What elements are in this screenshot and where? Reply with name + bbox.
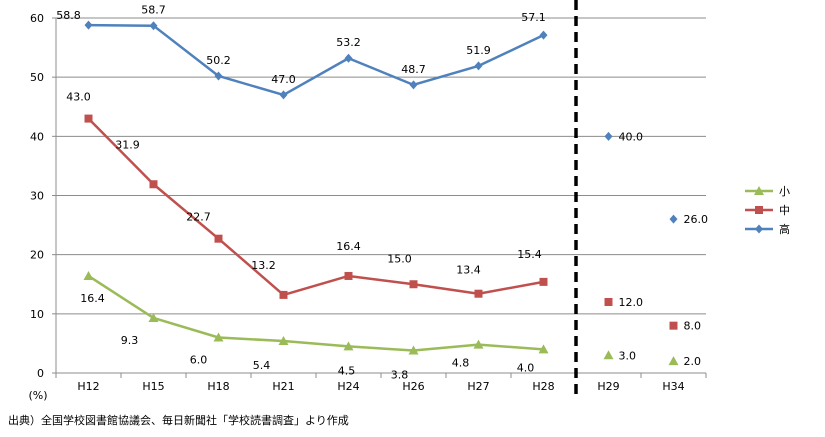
data-point (539, 277, 548, 286)
target-label: 8.0 (684, 320, 702, 333)
target-label: 2.0 (684, 355, 702, 368)
data-label: 51.9 (466, 44, 491, 57)
data-label: 43.0 (66, 91, 91, 104)
x-tick-label: H12 (77, 380, 99, 393)
y-unit-label: (%) (28, 389, 47, 402)
data-point (84, 20, 93, 30)
series-layer: 16.4 9.3 6.0 5.4 4.5 3.8 4.8 4.0 43.0 31.9 22.7 13.… (56, 4, 549, 382)
legend-label: 高 (779, 222, 790, 236)
target-point (604, 131, 613, 141)
data-point (149, 180, 158, 189)
x-tick-label: H26 (402, 380, 424, 393)
data-point (214, 71, 223, 81)
data-label: 48.7 (401, 63, 426, 76)
data-point (213, 332, 224, 342)
data-label: 58.7 (141, 4, 166, 17)
target-point (604, 298, 613, 306)
data-label: 16.4 (80, 292, 105, 305)
data-label: 16.4 (336, 240, 361, 253)
data-point (409, 280, 418, 289)
x-tick-label: H29 (597, 380, 619, 393)
data-point (408, 345, 419, 355)
series-line (88, 23, 545, 97)
data-label: 50.2 (206, 54, 231, 67)
data-point (278, 336, 289, 346)
x-tick-label: H27 (467, 380, 489, 393)
data-label: 58.8 (56, 9, 81, 22)
data-point (409, 80, 418, 90)
data-label: 4.5 (338, 364, 356, 377)
y-tick-label: 60 (30, 12, 44, 25)
data-label: 47.0 (271, 73, 296, 86)
data-label: 5.4 (253, 359, 271, 372)
legend-label: 中 (779, 204, 790, 217)
data-label: 13.2 (251, 259, 276, 272)
x-tick-label: H24 (337, 380, 359, 393)
series-line (87, 274, 544, 352)
y-tick-label: 20 (30, 249, 44, 262)
target-label: 40.0 (619, 130, 644, 143)
legend-swatch-marker (755, 224, 763, 234)
data-point (344, 53, 353, 63)
y-tick-label: 40 (30, 130, 44, 143)
data-label: 9.3 (121, 334, 139, 347)
data-point (539, 30, 548, 40)
data-point (279, 290, 288, 299)
source-note: 出典）全国学校図書館協議会、毎日新聞社「学校読書調査」より作成 (8, 414, 349, 427)
target-label: 3.0 (619, 349, 637, 362)
y-tick-label: 50 (30, 71, 44, 84)
data-label: 15.0 (387, 252, 412, 265)
data-label: 4.0 (517, 361, 535, 374)
series-line (87, 117, 544, 297)
data-point (344, 271, 353, 280)
legend-swatch-marker (754, 186, 764, 195)
data-point (538, 344, 549, 354)
data-label: 15.4 (517, 248, 542, 261)
gridlines (56, 17, 706, 315)
x-tick-label: H21 (272, 380, 294, 393)
x-tick-label: H34 (662, 380, 684, 393)
data-label: 57.1 (521, 11, 546, 24)
data-point (84, 114, 93, 123)
target-point (668, 356, 679, 366)
data-point (474, 61, 483, 71)
target-points: 40.0 26.0 12.0 8.0 3.0 2.0 (603, 130, 709, 368)
data-label: 6.0 (190, 354, 208, 367)
target-point (669, 214, 678, 224)
target-label: 12.0 (619, 296, 644, 309)
data-label: 22.7 (186, 211, 211, 224)
legend-label: 小 (779, 185, 790, 198)
data-label: 3.8 (391, 369, 409, 382)
y-tick-label: 10 (30, 308, 44, 321)
target-point (669, 321, 678, 330)
data-point (149, 21, 158, 31)
data-label: 13.4 (456, 264, 481, 277)
data-label: 31.9 (115, 138, 140, 151)
target-point (603, 350, 614, 360)
legend-swatch-marker (755, 206, 763, 214)
data-point (473, 339, 484, 349)
target-label: 26.0 (684, 213, 709, 226)
legend: 小中高 (745, 185, 790, 236)
axes: 0 10 20 30 40 50 60 H12 H15 H18 H21 H24 H26 H27 H28 H29… (28, 12, 707, 402)
data-point (279, 90, 288, 100)
x-tick-label: H15 (142, 380, 164, 393)
x-tick-label: H28 (532, 380, 554, 393)
data-point (83, 270, 94, 280)
data-label: 4.8 (452, 357, 470, 370)
y-tick-label: 30 (30, 190, 44, 203)
x-tick-label: H18 (207, 380, 229, 393)
data-label: 53.2 (336, 36, 361, 49)
data-point (148, 312, 159, 322)
data-point (343, 341, 354, 351)
data-point (474, 289, 483, 298)
y-tick-label: 0 (37, 367, 44, 380)
data-point (214, 234, 223, 243)
